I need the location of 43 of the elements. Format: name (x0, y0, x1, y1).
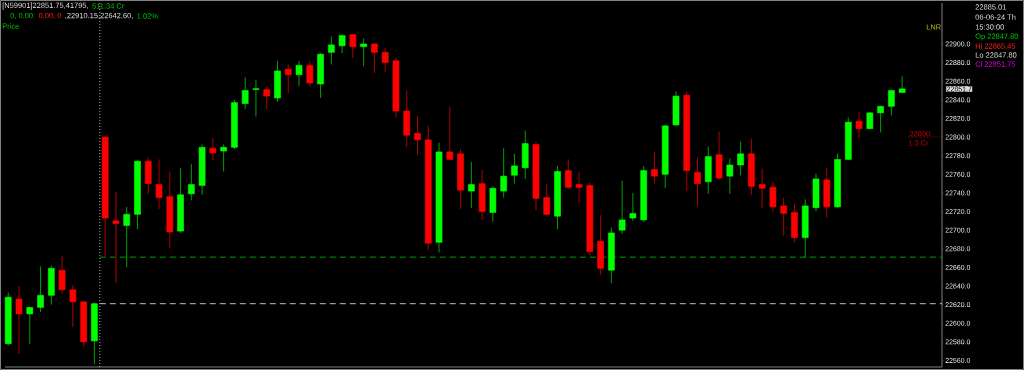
candlestick (381, 47, 389, 73)
candlestick (284, 63, 292, 94)
candlestick (769, 181, 777, 213)
candlestick (144, 157, 152, 195)
candlestick (715, 130, 723, 181)
candlestick (726, 157, 734, 195)
candlestick (855, 111, 863, 139)
candlestick (629, 192, 637, 222)
candlestick (758, 168, 766, 209)
candlestick (618, 180, 626, 235)
candlestick (26, 305, 34, 345)
candlestick (155, 158, 163, 210)
candlestick (651, 151, 658, 185)
candlestick (58, 255, 66, 294)
candlestick (241, 76, 249, 110)
candlestick (306, 60, 314, 88)
candlestick (564, 158, 572, 190)
candlestick (69, 284, 77, 328)
candlestick (37, 265, 44, 313)
candlestick (371, 42, 378, 74)
candlestick (877, 104, 884, 133)
candlestick (414, 115, 421, 156)
candlestick (252, 79, 260, 118)
candlestick (188, 163, 195, 201)
candlestick (543, 184, 551, 216)
candlestick (360, 37, 367, 67)
candlestick (888, 89, 895, 117)
candlestick (328, 36, 335, 65)
candlestick (220, 144, 227, 172)
candlestick (446, 106, 454, 161)
candlestick (209, 137, 217, 161)
candlestick (112, 191, 120, 284)
candlestick (500, 147, 507, 199)
candlestick (511, 153, 518, 185)
candlestick (694, 157, 701, 207)
candlestick (349, 34, 357, 59)
candlestick (468, 161, 475, 209)
candlestick (263, 85, 271, 110)
candlestick (737, 141, 744, 176)
candlestick (575, 171, 583, 204)
candlestick (15, 285, 23, 355)
candlestick (295, 60, 303, 87)
candlestick (780, 197, 787, 237)
